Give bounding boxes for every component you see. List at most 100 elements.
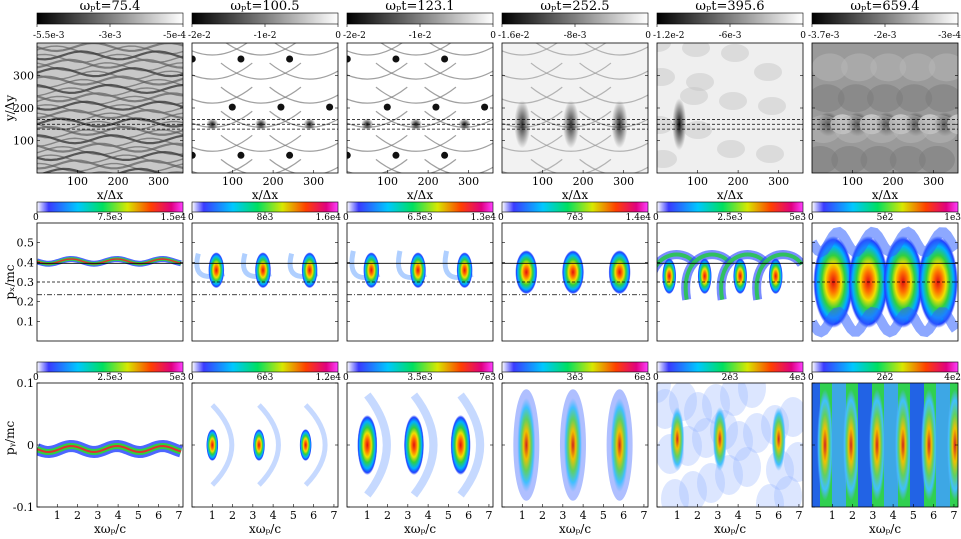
colorbar-min-label: 0 (653, 213, 659, 223)
phase-space-px (657, 250, 803, 301)
texture-blob (837, 84, 874, 113)
cell-boundary (192, 43, 248, 56)
colorbar-min-label: 0 (188, 373, 194, 383)
cell-boundary (579, 158, 648, 173)
density-filament (257, 403, 281, 487)
x-tick-label: 4 (115, 509, 122, 522)
density-blob (895, 389, 911, 501)
density-blob (817, 389, 833, 501)
density-haze (684, 392, 712, 432)
y-tick-label: 0.3 (17, 276, 35, 289)
colorbar-mid-label: 7.5e3 (97, 213, 123, 223)
density-blob (299, 429, 312, 461)
column-title: ωₚt=659.4 (850, 0, 919, 14)
colorbar (36, 201, 184, 213)
density-blob (697, 258, 712, 295)
filament (37, 134, 183, 145)
density-haze (733, 447, 761, 487)
x-tick-label: 1 (519, 509, 526, 522)
colorbar-mid-label: -2e-3 (874, 31, 897, 41)
phase-space-px (515, 250, 631, 295)
cell-boundary (502, 62, 563, 80)
density-haze (725, 421, 753, 461)
x-tick-label: 7 (640, 509, 647, 522)
density-haze (697, 463, 725, 503)
x-tick-label: 300 (768, 175, 789, 188)
x-tick-label: 6 (620, 509, 627, 522)
phase-space-py (812, 383, 958, 507)
density-haze (784, 442, 803, 482)
dark-spot (383, 103, 391, 111)
cell-boundary (584, 43, 648, 56)
colorbar-min-label: -2e-2 (343, 31, 366, 41)
x-tick-label: 200 (573, 175, 594, 188)
colorbar-max-label: -3e-4 (938, 31, 961, 41)
density-blob (768, 258, 783, 295)
y-tick-label: 0.2 (17, 296, 35, 309)
x-axis-label: x/Δx (717, 188, 743, 202)
x-tick-label: 3 (94, 509, 101, 522)
cell-boundary (274, 43, 338, 56)
dark-spot (392, 55, 400, 63)
colorbar-max-label: 4e3 (789, 373, 806, 383)
colorbar (656, 201, 804, 213)
colorbar-min-label: 0 (498, 373, 504, 383)
filament (37, 125, 183, 136)
column-title: ωₚt=75.4 (80, 0, 141, 14)
texture-blob (899, 53, 936, 82)
texture-blob (812, 53, 848, 82)
dark-spot (441, 151, 449, 159)
x-tick-label: 6 (310, 509, 317, 522)
density-blob (921, 389, 937, 501)
phase-space-py (513, 389, 633, 501)
dark-spot (277, 103, 285, 111)
density-stripe (884, 383, 898, 507)
x-tick-label: 1 (674, 509, 681, 522)
cell-boundary (424, 158, 493, 173)
x-axis-label: x/Δx (407, 188, 433, 202)
colorbar (346, 12, 494, 25)
texture-blob (870, 53, 907, 82)
density-filament (364, 392, 391, 498)
x-tick-label: 1 (54, 509, 61, 522)
colorbar-max-label: 1.6e4 (316, 213, 342, 223)
texture-blob (657, 68, 675, 86)
y-tick-label: 300 (13, 70, 34, 83)
density-blob (450, 415, 471, 475)
colorbar (346, 361, 494, 373)
filament (37, 58, 183, 69)
colorbar-min-label: -2e-2 (188, 31, 211, 41)
cell-boundary (579, 134, 648, 152)
density-blob (610, 397, 629, 493)
texture-blob (754, 63, 782, 81)
x-tick-label: 2 (384, 509, 391, 522)
column-title: ωₚt=100.5 (230, 0, 299, 14)
texture-blob (719, 92, 747, 110)
colorbar (656, 12, 804, 25)
texture-blob (925, 84, 958, 113)
x-tick-label: 100 (532, 175, 553, 188)
dark-spot (409, 118, 422, 131)
x-tick-label: 6 (155, 509, 162, 522)
density-haze (720, 383, 748, 416)
texture-blob (896, 84, 933, 113)
cell-boundary (269, 62, 338, 80)
colorbar-mid-label: 6.5e3 (407, 213, 433, 223)
dark-spot (192, 55, 196, 63)
cell-boundary (220, 86, 302, 104)
x-tick-label: 100 (842, 175, 863, 188)
phase-space-py (206, 403, 328, 487)
phase-space-px (194, 252, 319, 289)
x-axis-label: xωₚ/c (249, 522, 281, 536)
phase-space-px (37, 255, 182, 267)
colorbar-max-label: 0 (645, 31, 651, 41)
filament (37, 70, 183, 80)
colorbar-min-label: 0 (33, 213, 39, 223)
x-axis-label: x/Δx (97, 188, 123, 202)
x-tick-label: 2 (849, 509, 856, 522)
texture-blob (841, 53, 878, 82)
density-filament (683, 252, 733, 301)
cell-boundary (347, 134, 408, 152)
texture-blob (686, 73, 714, 91)
x-tick-label: 3 (714, 509, 721, 522)
